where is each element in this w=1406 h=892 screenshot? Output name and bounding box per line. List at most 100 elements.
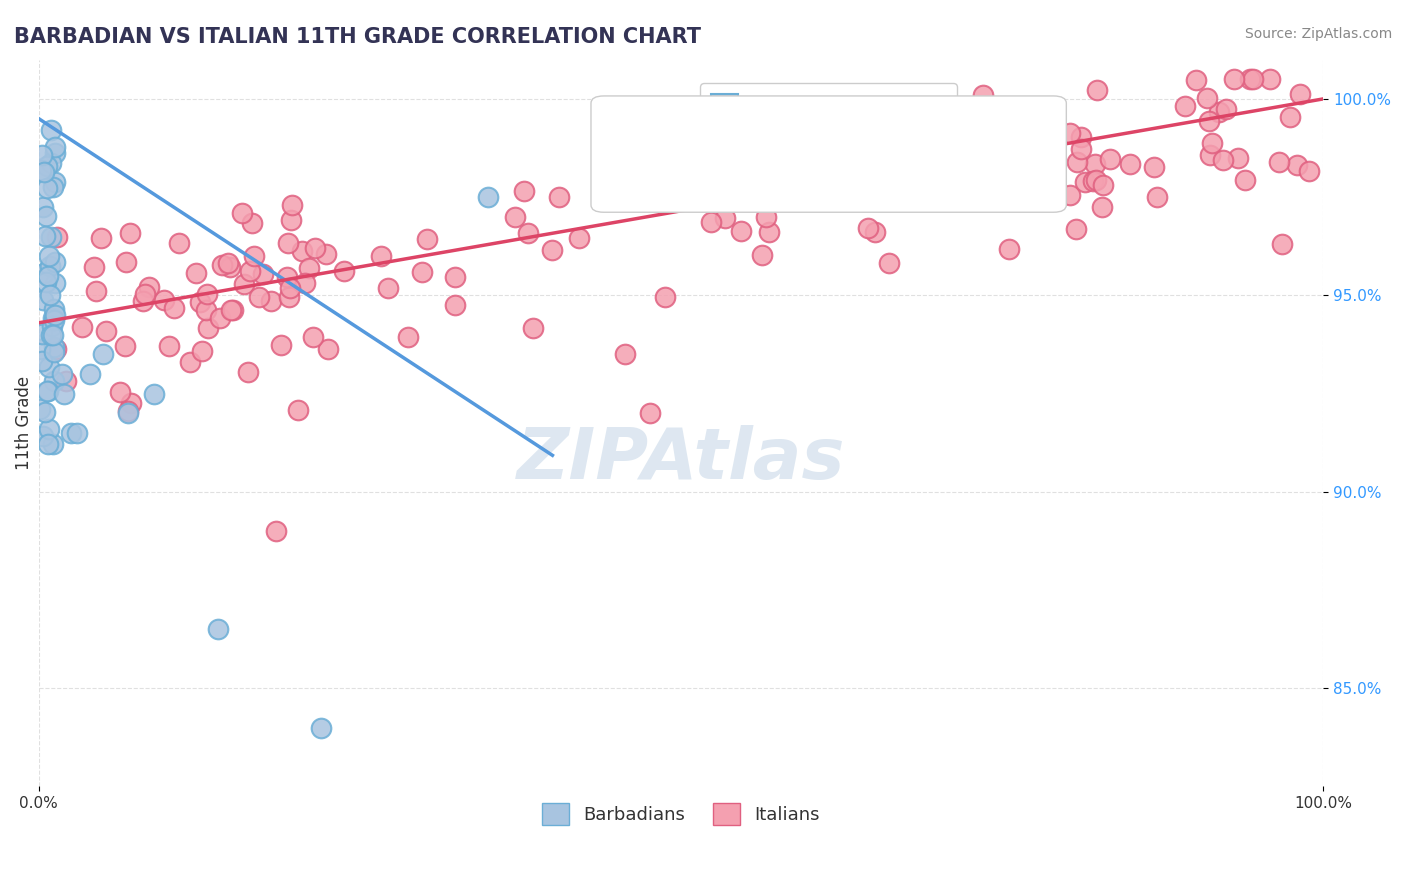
Point bbox=[34, 404, 56, 418]
Point bbox=[1070, 142, 1092, 156]
Point bbox=[411, 264, 433, 278]
Point bbox=[751, 248, 773, 262]
Point bbox=[1066, 155, 1088, 169]
Point bbox=[1258, 72, 1281, 87]
Point bbox=[291, 244, 314, 259]
Point bbox=[1285, 158, 1308, 172]
Point bbox=[1091, 200, 1114, 214]
Legend: Barbadians, Italians: Barbadians, Italians bbox=[531, 792, 831, 836]
Point bbox=[304, 242, 326, 256]
Point bbox=[143, 386, 166, 401]
Point bbox=[280, 212, 302, 227]
Point bbox=[377, 281, 399, 295]
Point bbox=[42, 374, 65, 388]
Point bbox=[1059, 187, 1081, 202]
Point bbox=[316, 342, 339, 356]
Point bbox=[755, 210, 778, 224]
Point bbox=[55, 374, 77, 388]
Point bbox=[38, 359, 60, 374]
Point bbox=[66, 425, 89, 440]
Point bbox=[232, 277, 254, 291]
Point bbox=[83, 260, 105, 275]
Point bbox=[162, 301, 184, 316]
Point bbox=[31, 200, 53, 214]
Point bbox=[30, 163, 52, 178]
Point bbox=[1146, 190, 1168, 204]
Point bbox=[194, 303, 217, 318]
Point bbox=[513, 184, 536, 198]
Point bbox=[31, 354, 53, 368]
Point bbox=[53, 386, 76, 401]
Point bbox=[115, 254, 138, 268]
Point bbox=[134, 287, 156, 301]
Point bbox=[94, 324, 117, 338]
Point bbox=[35, 209, 58, 223]
Point bbox=[247, 289, 270, 303]
Point bbox=[222, 303, 245, 318]
Point bbox=[1066, 222, 1088, 236]
Point bbox=[281, 197, 304, 211]
Point bbox=[333, 264, 356, 278]
Point bbox=[44, 276, 66, 290]
Y-axis label: 11th Grade: 11th Grade bbox=[15, 376, 32, 470]
Point bbox=[39, 230, 62, 244]
Point bbox=[1208, 105, 1230, 120]
Point bbox=[1227, 151, 1250, 165]
Point bbox=[195, 286, 218, 301]
Point bbox=[1185, 72, 1208, 87]
Point bbox=[972, 88, 994, 103]
Point bbox=[110, 385, 132, 400]
Point bbox=[117, 404, 139, 418]
Point bbox=[713, 211, 735, 226]
Point bbox=[211, 258, 233, 272]
Point bbox=[37, 437, 59, 451]
Point bbox=[31, 147, 53, 161]
Point bbox=[1279, 111, 1302, 125]
Text: Source: ZipAtlas.com: Source: ZipAtlas.com bbox=[1244, 27, 1392, 41]
Point bbox=[84, 284, 107, 298]
Point bbox=[41, 327, 63, 342]
Point bbox=[38, 422, 60, 436]
Point bbox=[671, 155, 693, 169]
Point bbox=[730, 224, 752, 238]
Point bbox=[37, 384, 59, 398]
Point bbox=[260, 293, 283, 308]
Point bbox=[41, 319, 63, 334]
Point bbox=[301, 330, 323, 344]
Point bbox=[1289, 87, 1312, 102]
Point bbox=[117, 406, 139, 420]
Point bbox=[42, 313, 65, 327]
Point bbox=[278, 281, 301, 295]
Point bbox=[118, 226, 141, 240]
Point bbox=[120, 396, 142, 410]
Point bbox=[278, 291, 301, 305]
Point bbox=[1084, 157, 1107, 171]
Point bbox=[45, 342, 67, 356]
Point bbox=[1092, 178, 1115, 192]
Point bbox=[416, 232, 439, 246]
Point bbox=[1212, 153, 1234, 167]
Point bbox=[42, 310, 65, 325]
Point bbox=[44, 255, 66, 269]
Point bbox=[37, 159, 59, 173]
Point bbox=[1119, 157, 1142, 171]
Point bbox=[294, 276, 316, 290]
Point bbox=[186, 266, 208, 280]
Point bbox=[252, 267, 274, 281]
Point bbox=[167, 235, 190, 250]
Point bbox=[35, 180, 58, 194]
Point bbox=[298, 260, 321, 275]
Point bbox=[79, 367, 101, 381]
Point bbox=[540, 244, 562, 258]
Point bbox=[42, 437, 65, 451]
Point bbox=[276, 269, 298, 284]
Point bbox=[35, 275, 58, 289]
Point bbox=[1015, 150, 1038, 164]
Point bbox=[503, 210, 526, 224]
Point bbox=[1222, 72, 1244, 87]
Text: ZIPAtlas: ZIPAtlas bbox=[516, 425, 845, 494]
Point bbox=[221, 303, 243, 318]
Point bbox=[1059, 126, 1081, 140]
Point bbox=[1298, 164, 1320, 178]
Point bbox=[190, 343, 212, 358]
